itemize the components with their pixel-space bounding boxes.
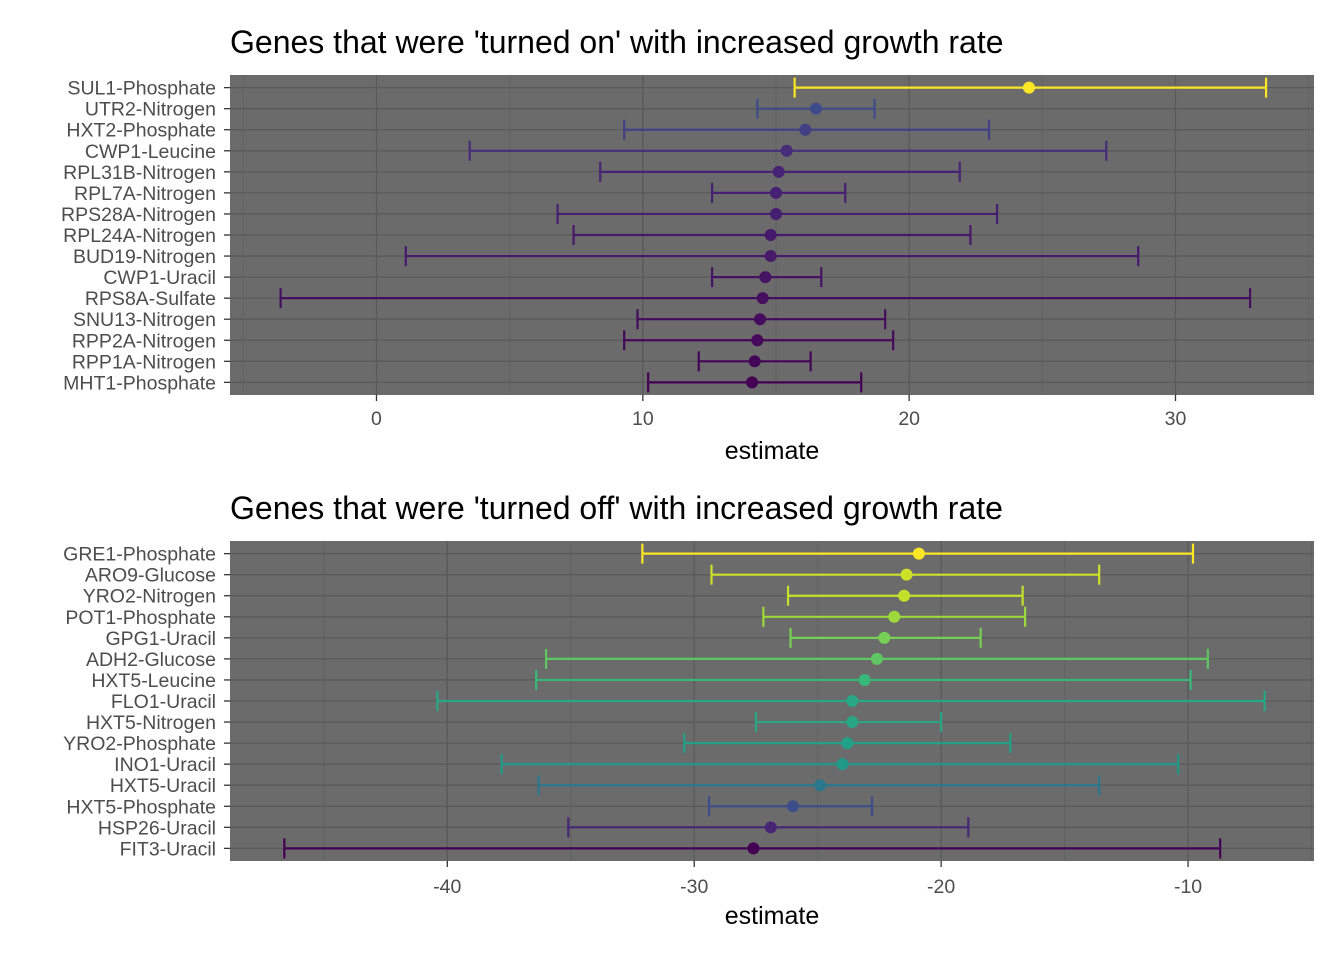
estimate-point [769, 207, 782, 220]
estimate-point [764, 229, 777, 241]
x-axis-label: estimate [725, 437, 819, 465]
estimate-point [759, 271, 772, 284]
estimate-point [912, 547, 925, 560]
chart-title: Genes that were 'turned on' with increas… [230, 24, 1004, 60]
estimate-point [748, 355, 761, 368]
estimate-point [858, 673, 871, 686]
estimate-point [888, 610, 901, 623]
estimate-point [878, 631, 891, 644]
y-tick-label: ADH2-Glucose [86, 649, 216, 671]
y-tick-label: GPG1-Uracil [105, 628, 216, 650]
estimate-point [841, 737, 854, 750]
y-tick-label: HXT2-Phosphate [66, 120, 216, 142]
estimate-point [846, 716, 859, 729]
estimate-point [1023, 81, 1036, 94]
chart-panel-1: Genes that were 'turned on' with increas… [61, 24, 1314, 465]
estimate-point [764, 821, 777, 834]
y-tick-label: HXT5-Uracil [110, 775, 216, 797]
x-axis-label: estimate [725, 902, 819, 930]
y-tick-label: SUL1-Phosphate [67, 78, 216, 100]
y-tick-label: SNU13-Nitrogen [73, 309, 216, 331]
estimate-point [780, 144, 793, 157]
y-tick-label: HXT5-Leucine [91, 670, 216, 692]
y-tick-label: RPP2A-Nitrogen [72, 330, 216, 352]
estimate-point [846, 695, 859, 707]
estimate-point [756, 292, 769, 305]
x-tick-label: 0 [371, 408, 382, 430]
y-tick-label: BUD19-Nitrogen [73, 246, 216, 268]
y-tick-label: RPS8A-Sulfate [85, 288, 216, 310]
y-tick-label: YRO2-Nitrogen [83, 586, 216, 608]
y-tick-label: INO1-Uracil [114, 754, 216, 776]
estimate-point [870, 652, 883, 665]
y-tick-label: FLO1-Uracil [111, 691, 216, 713]
estimate-point [786, 800, 799, 813]
y-tick-label: ARO9-Glucose [85, 565, 216, 587]
estimate-point [769, 186, 782, 199]
y-tick-label: GRE1-Phosphate [63, 544, 216, 566]
chart-panel-2: Genes that were 'turned off' with increa… [63, 490, 1314, 930]
x-tick-label: -30 [680, 876, 708, 898]
estimate-point [764, 250, 777, 263]
y-tick-label: POT1-Phosphate [65, 607, 216, 629]
y-tick-label: YRO2-Phosphate [63, 733, 216, 755]
x-tick-label: 30 [1165, 408, 1187, 430]
estimate-point [799, 123, 812, 136]
estimate-point [772, 165, 785, 178]
estimate-point [898, 589, 911, 602]
x-tick-label: 20 [898, 408, 920, 430]
y-tick-label: RPL31B-Nitrogen [63, 162, 216, 184]
y-tick-label: HXT5-Phosphate [66, 796, 216, 818]
x-tick-label: -40 [433, 876, 461, 898]
chart-title: Genes that were 'turned off' with increa… [230, 490, 1003, 526]
estimate-point [814, 779, 827, 792]
y-tick-label: MHT1-Phosphate [63, 372, 216, 394]
y-tick-label: CWP1-Uracil [103, 267, 216, 289]
estimate-point [747, 842, 760, 855]
y-tick-label: RPS28A-Nitrogen [61, 204, 216, 226]
x-tick-label: 10 [632, 408, 654, 430]
y-tick-label: RPP1A-Nitrogen [72, 351, 216, 373]
estimate-point [809, 102, 822, 115]
estimate-point [900, 568, 913, 581]
estimate-point [836, 758, 849, 771]
y-tick-label: HSP26-Uracil [98, 817, 216, 839]
estimate-point [754, 313, 767, 326]
y-tick-label: RPL7A-Nitrogen [74, 183, 216, 205]
estimate-point [746, 376, 759, 389]
x-tick-label: -20 [927, 876, 955, 898]
y-tick-label: RPL24A-Nitrogen [63, 225, 216, 247]
y-tick-label: HXT5-Nitrogen [86, 712, 216, 734]
y-tick-label: CWP1-Leucine [85, 141, 216, 163]
y-tick-label: UTR2-Nitrogen [85, 99, 216, 121]
y-tick-label: FIT3-Uracil [120, 838, 216, 860]
x-tick-label: -10 [1174, 876, 1202, 898]
estimate-point [751, 334, 764, 347]
